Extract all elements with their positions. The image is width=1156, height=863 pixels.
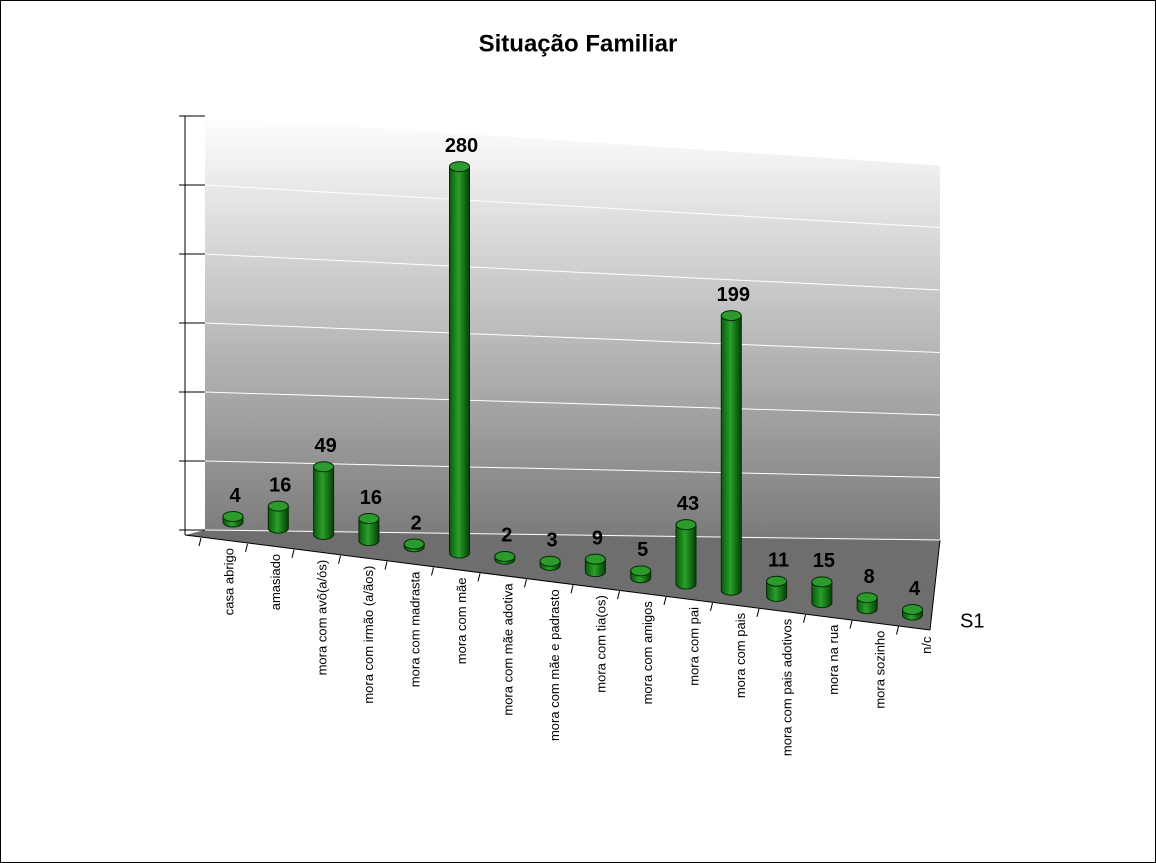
x-tick-label: mora com madrasta (407, 571, 422, 687)
x-tick-label: mora com irmão (a/ãos) (361, 566, 376, 704)
bar-cap (630, 565, 652, 577)
x-tick-label: mora sozinho (872, 631, 887, 709)
grid-line (204, 253, 941, 291)
x-tick (756, 608, 760, 617)
x-tick-label: amasiado (268, 554, 283, 610)
value-label: 49 (314, 435, 336, 457)
x-tick-label: mora com mãe (454, 578, 469, 665)
bar-cap (358, 513, 380, 525)
x-axis (184, 534, 931, 631)
bar (313, 466, 335, 540)
x-tick-label: mora com tia(os) (593, 595, 608, 693)
x-tick (338, 555, 341, 564)
value-label: 16 (360, 487, 382, 509)
value-label: 2 (501, 525, 512, 547)
value-label: 4 (229, 485, 241, 507)
x-tick (617, 590, 620, 600)
x-tick (570, 585, 574, 594)
bar (358, 518, 380, 547)
x-tick-label: mora com avô(a/ós) (314, 560, 329, 676)
value-label: 3 (547, 530, 558, 552)
bar (766, 580, 788, 602)
grid-line (204, 184, 941, 228)
x-tick (896, 626, 899, 635)
bar (267, 505, 289, 534)
x-tick-label: mora com amigos (640, 601, 655, 705)
bar-cap (403, 538, 425, 550)
bar-cap (766, 575, 788, 587)
x-tick (663, 596, 667, 606)
bar-cap (675, 519, 697, 531)
value-label: 5 (637, 539, 648, 561)
bar (675, 524, 697, 590)
bar-cap (313, 461, 335, 473)
bar-cap (539, 555, 561, 567)
value-label: 2 (411, 512, 422, 534)
x-tick (803, 614, 806, 623)
floor (185, 530, 940, 630)
x-tick-label: mora com pais (733, 612, 748, 698)
bar-cap (811, 576, 833, 588)
grid-line (204, 115, 941, 166)
x-tick-label: mora na rua (826, 624, 841, 695)
x-tick (384, 561, 388, 570)
value-label: 15 (813, 550, 835, 572)
value-label: 8 (864, 566, 875, 588)
value-label: 280 (445, 135, 478, 157)
grid-line (204, 322, 941, 353)
x-tick-label: mora com pai (686, 607, 701, 686)
depth-axis (929, 539, 941, 631)
value-label: 9 (592, 527, 603, 549)
bar-cap (902, 603, 923, 615)
x-tick-label: mora com mãe adotiva (500, 583, 515, 716)
x-tick (524, 579, 527, 588)
bar-cap (720, 310, 742, 322)
x-tick (849, 620, 853, 629)
bar-cap (222, 510, 244, 522)
bar-cap (584, 553, 606, 565)
value-label: 43 (677, 493, 699, 515)
bar (811, 581, 833, 609)
value-label: 11 (768, 550, 789, 572)
x-tick (710, 602, 713, 612)
value-label: 4 (909, 578, 921, 600)
series-label: S1 (960, 610, 984, 632)
back-wall (205, 116, 940, 540)
x-tick (291, 549, 295, 558)
bar (720, 315, 742, 596)
grid-line (204, 391, 941, 416)
value-label: 199 (717, 284, 750, 306)
x-tick (477, 573, 481, 582)
bar-cap (494, 550, 516, 562)
x-tick-label: mora com pais adotivos (779, 618, 794, 756)
bar-cap (856, 592, 878, 604)
x-tick-label: casa abrigo (221, 548, 236, 615)
bar (449, 166, 470, 559)
x-tick (198, 537, 202, 547)
chart-title: Situação Familiar (479, 30, 678, 57)
bar-cap (267, 500, 289, 512)
x-tick-label: n/c (919, 636, 934, 654)
x-tick (245, 543, 248, 553)
value-label: 16 (269, 474, 291, 496)
bar-cap (449, 161, 470, 173)
x-tick-label: mora com mãe e padrasto (547, 589, 562, 741)
x-tick (431, 567, 434, 576)
